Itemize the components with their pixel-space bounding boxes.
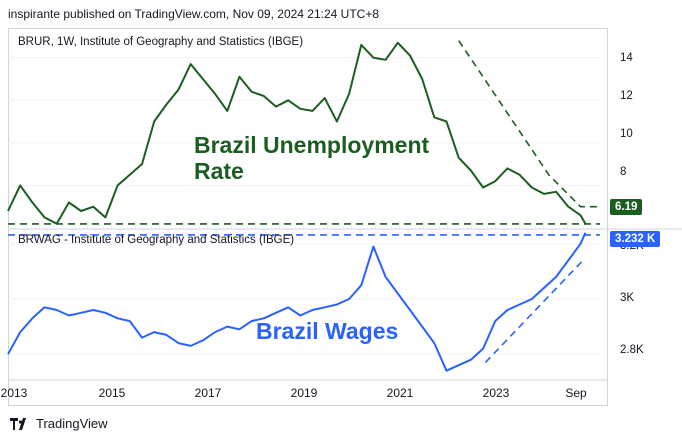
xtick-2017: 2017	[194, 386, 222, 400]
wages-annotation: Brazil Wages	[256, 318, 399, 344]
unemployment-last-value-badge: 6.19	[610, 199, 643, 215]
unemployment-series-line	[7, 41, 587, 225]
xtick-2021: 2021	[386, 386, 414, 400]
wages-projection-line	[484, 259, 584, 363]
top-ytick-14: 14	[620, 52, 633, 64]
unemployment-annotation-line2: Rate	[194, 158, 244, 184]
top-ytick-12: 12	[620, 90, 633, 102]
bottom-pane-title: BRWAG - Institute of Geography and Stati…	[18, 234, 295, 246]
bottom-ytick-2-8k: 2.8K	[620, 344, 644, 356]
chart-frame	[8, 28, 608, 406]
published-header: inspirante published on TradingView.com,…	[8, 7, 380, 21]
price-scale[interactable]: 14 12 10 8 3.2K 3K 2.8K	[608, 28, 682, 406]
unemployment-projection-line	[458, 40, 600, 208]
xtick-2015: 2015	[98, 386, 126, 400]
xtick-2023: 2023	[482, 386, 510, 400]
unemployment-annotation-line1: Brazil Unemployment	[194, 132, 430, 158]
top-pane-title: BRUR, 1W, Institute of Geography and Sta…	[18, 36, 304, 48]
unemployment-annotation: Brazil Unemployment Rate	[194, 132, 429, 184]
tradingview-footer[interactable]: TradingView	[10, 416, 108, 431]
top-ytick-10: 10	[620, 128, 633, 140]
tradingview-logo-icon	[10, 417, 26, 430]
top-ytick-8: 8	[620, 166, 627, 178]
bottom-ytick-3k: 3K	[620, 292, 635, 304]
wages-series-line	[7, 232, 587, 372]
xtick-2013: 2013	[0, 386, 28, 400]
xtick-sep: Sep	[565, 386, 587, 400]
tradingview-brand: TradingView	[36, 416, 108, 431]
xtick-2019: 2019	[290, 386, 318, 400]
wages-last-value-badge: 3.232 K	[610, 231, 661, 247]
